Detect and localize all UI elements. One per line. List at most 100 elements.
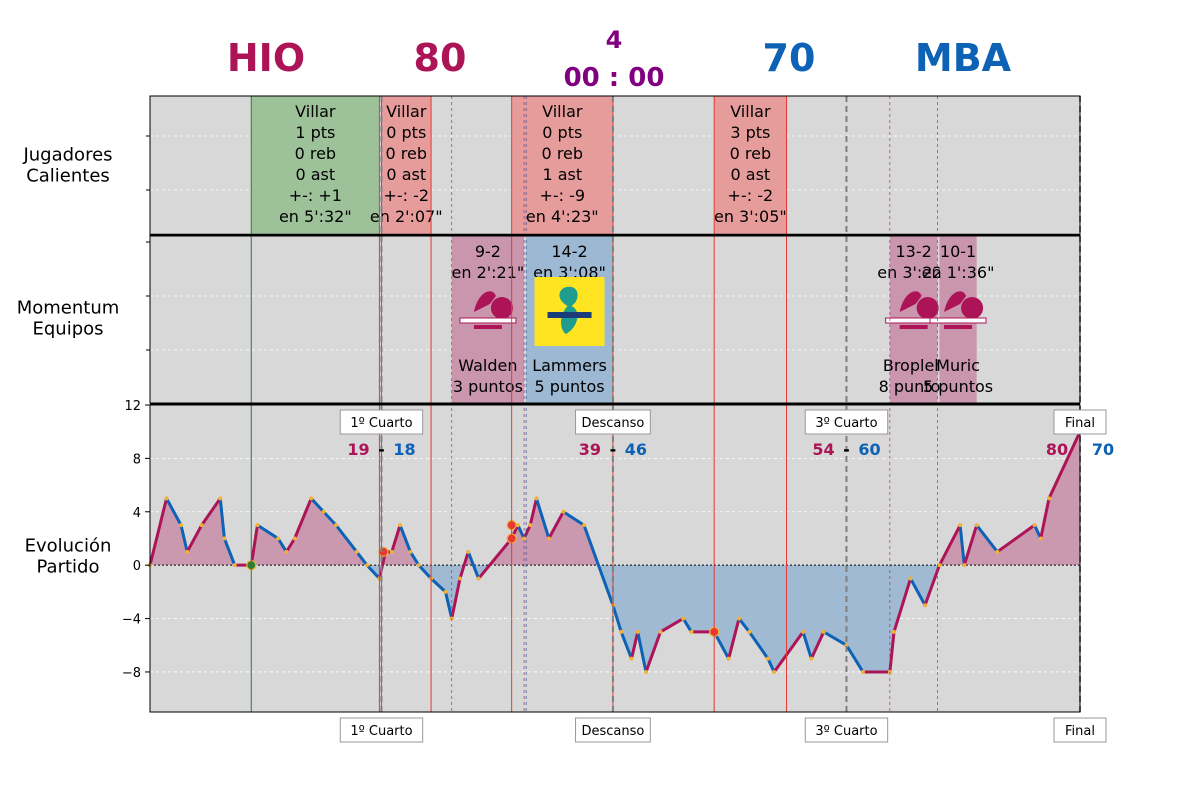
score-event-point (937, 563, 942, 568)
momentum-run-score: 10-1 (940, 242, 976, 261)
period-number: 4 (606, 26, 623, 54)
score-event-point (232, 563, 237, 568)
y-tick-label: −4 (122, 613, 141, 628)
home-team-logo-icon (459, 291, 517, 329)
score-event-point (801, 629, 806, 634)
momentum-run-score: 14-2 (551, 242, 587, 261)
momentum-row-label-line: Momentum (17, 298, 120, 319)
hot-player-line: Villar (542, 102, 583, 121)
momentum-player: Lammers (532, 356, 607, 375)
score-diff-segment (365, 563, 381, 581)
score-event-point (772, 669, 777, 674)
score-event-point (809, 656, 814, 661)
score-diff-segment (681, 617, 693, 634)
score-diff-segment (844, 643, 865, 674)
hot-player-line: en 5':32" (279, 207, 352, 226)
score-event-point (534, 496, 539, 501)
quarter-score-separator: - (378, 440, 385, 459)
score-event-point (747, 629, 752, 634)
hot-player-line: 0 reb (542, 144, 584, 163)
hot-player-line: 1 pts (295, 123, 335, 142)
home-team-logo-icon (885, 291, 943, 329)
quarter-label-box (575, 409, 651, 435)
score-event-point (458, 576, 462, 581)
score-event-point (408, 549, 413, 554)
score-diff-segment (444, 590, 454, 621)
score-diff-segment (909, 577, 927, 607)
score-event-point (892, 629, 896, 634)
score-diff-segment (892, 577, 913, 634)
score-event-point (974, 523, 979, 528)
score-event-point (528, 523, 533, 528)
momentum-run-score: 9-2 (475, 242, 501, 261)
hot-players-panel: Villar 1 pts 0 reb 0 ast +-: +1 en 5':32" Vill… (251, 96, 787, 235)
score-event-point (218, 496, 223, 501)
quarter-label-box (804, 717, 889, 743)
logo-banner (459, 317, 517, 324)
hot-player-line: +-: +1 (289, 186, 342, 205)
hot-player-line: en 3':05" (714, 207, 787, 226)
hot-player-box (251, 96, 380, 235)
score-diff-segment (218, 496, 226, 540)
y-tick-label: 12 (124, 399, 141, 414)
logo-banner (929, 317, 987, 324)
momentum-run-time: en 2':21" (452, 263, 525, 282)
evolution-chart (148, 429, 1082, 674)
hot-player-card: Villar 1 pts 0 reb 0 ast +-: +1 en 5':32" (251, 96, 380, 235)
score-diff-segment (255, 523, 280, 540)
score-diff-segment (611, 603, 623, 634)
away-team-name: MBA (915, 36, 1012, 80)
hot-player-line: 1 ast (542, 165, 582, 184)
score-event-point (292, 536, 297, 541)
score-diff-segment (962, 523, 979, 567)
score-diff-segment (185, 523, 204, 554)
y-axis: −8 −4 0 4 8 12 (122, 399, 150, 681)
quarter-home-score: 39 (579, 440, 601, 459)
score-event-point (619, 629, 624, 634)
hot-player-box (381, 96, 432, 235)
momentum-points: 3 puntos (453, 377, 523, 396)
score-event-point (522, 536, 527, 541)
score-diff-segment (561, 510, 586, 527)
score-event-point (284, 549, 289, 554)
hot-player-line: Villar (386, 102, 427, 121)
score-diff-segment (322, 510, 338, 527)
score-event-point (962, 563, 967, 568)
score-event-point (995, 549, 1000, 554)
score-diff-segment (937, 523, 962, 567)
quarter-label: Final (1065, 416, 1095, 431)
score-diff-segment (809, 630, 826, 661)
score-event-point (1032, 523, 1037, 528)
score-event-point (923, 603, 927, 608)
score-diff-segment (398, 523, 412, 554)
momentum-run: 13-2 en 3':22" Bropleh 8 puntos (877, 236, 950, 403)
momentum-points: 5 puntos (923, 377, 993, 396)
score-event-point (398, 523, 403, 528)
hot-players-row-label-line: Jugadores (22, 145, 112, 166)
score-diff-segment (747, 630, 770, 661)
logo-wing (899, 291, 922, 312)
score-event-point (222, 536, 227, 541)
score-event-point (765, 656, 770, 661)
game-clock: 00 : 00 (564, 63, 665, 93)
score-event-point (582, 523, 586, 528)
score-diff-segment (222, 536, 237, 567)
score-event-point (199, 523, 204, 528)
hot-player-line: 0 ast (295, 165, 335, 184)
score-diff-segment (772, 630, 805, 674)
score-diff-segment (582, 523, 615, 607)
hot-player-line: 3 pts (730, 123, 770, 142)
quarter-away-score: 60 (858, 440, 880, 459)
score-diff-segment (516, 523, 526, 540)
hot-player-line: en 2':07" (370, 207, 443, 226)
score-diff-segment (522, 523, 532, 540)
score-diff-segment (148, 496, 169, 567)
momentum-player: Walden (458, 356, 517, 375)
score-diff-segment (249, 523, 259, 567)
score-event-point (179, 523, 183, 528)
